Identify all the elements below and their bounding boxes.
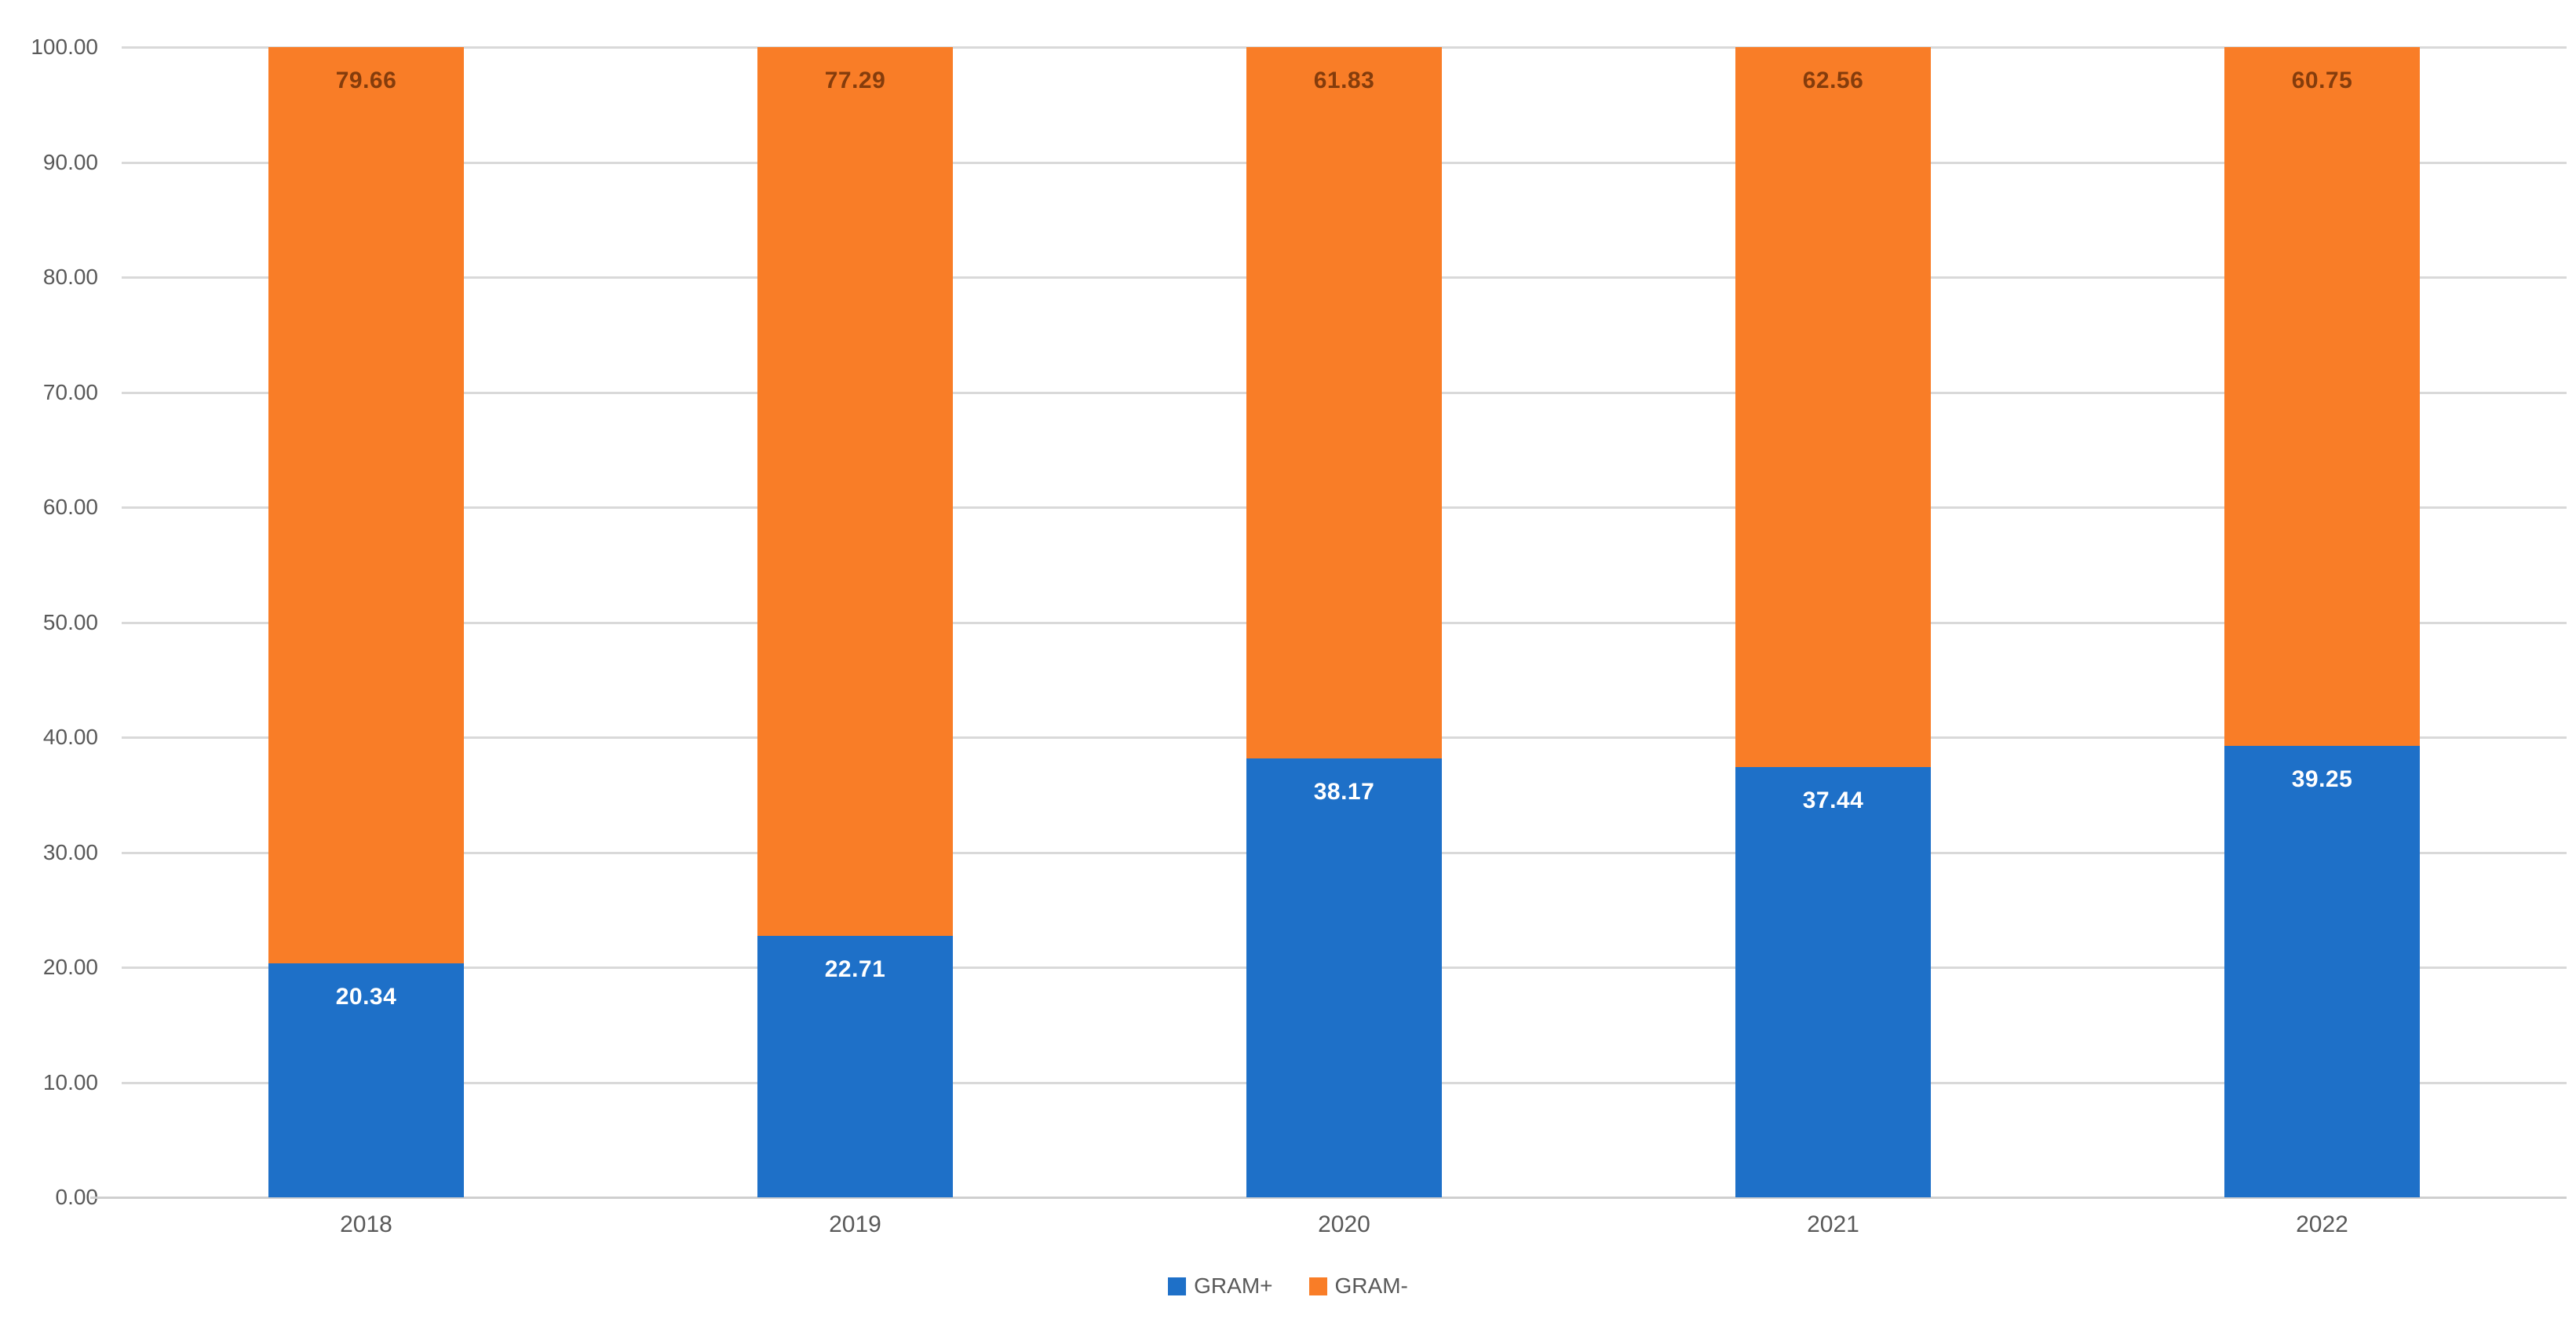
bar-group-2021: 62.56 37.44 <box>1589 47 2078 1197</box>
data-label-gramplus-2020: 38.17 <box>1313 778 1375 805</box>
bar-2019: 77.29 22.71 <box>757 47 954 1197</box>
bar-segment-gramplus-2019: 22.71 <box>757 936 954 1197</box>
legend-item-gramplus: GRAM+ <box>1168 1273 1273 1299</box>
x-axis-label-2022: 2022 <box>2296 1211 2348 1237</box>
y-axis-tick-label: 80.00 <box>42 265 98 289</box>
legend-swatch-gramplus <box>1168 1277 1187 1295</box>
y-axis-tick-label: 90.00 <box>42 149 98 174</box>
bar-group-2018: 79.66 20.34 <box>122 47 611 1197</box>
y-axis-tick-label: 100.00 <box>31 35 98 59</box>
y-axis: 100.00 90.00 80.00 70.00 60.00 50.00 40.00 30.0… <box>0 35 98 1209</box>
data-label-gramplus-2018: 20.34 <box>335 984 397 1010</box>
bar-2020: 61.83 38.17 <box>1246 47 1443 1197</box>
bar-group-2019: 77.29 22.71 <box>611 47 1100 1197</box>
y-axis-tick-label: 30.00 <box>42 839 98 864</box>
bar-group-2022: 60.75 39.25 <box>2078 47 2567 1197</box>
x-axis: 2018 2019 2020 2021 2022 <box>122 1211 2567 1238</box>
bar-segment-gramminus-2022: 60.75 <box>2224 47 2421 746</box>
data-label-gramplus-2019: 22.71 <box>824 956 886 983</box>
data-label-gramminus-2018: 79.66 <box>335 68 397 94</box>
y-axis-tick-label: 70.00 <box>42 379 98 404</box>
bar-group-2020: 61.83 38.17 <box>1100 47 1589 1197</box>
legend: GRAM+ GRAM- <box>0 1273 2576 1299</box>
x-axis-label-2020: 2020 <box>1318 1211 1370 1237</box>
data-label-gramminus-2020: 61.83 <box>1313 68 1375 94</box>
bar-segment-gramplus-2020: 38.17 <box>1246 758 1443 1197</box>
bars: 79.66 20.34 77.29 22.71 61.83 38.17 62.56 37.44… <box>122 47 2567 1197</box>
y-axis-tick-label: 50.00 <box>42 609 98 634</box>
bar-segment-gramplus-2021: 37.44 <box>1735 766 1932 1197</box>
y-axis-tick-label: 20.00 <box>42 955 98 979</box>
legend-label-gramminus: GRAM- <box>1334 1273 1408 1298</box>
x-axis-label-2018: 2018 <box>340 1211 392 1237</box>
data-label-gramminus-2022: 60.75 <box>2291 68 2353 94</box>
data-label-gramminus-2019: 77.29 <box>824 68 886 94</box>
bar-2021: 62.56 37.44 <box>1735 47 1932 1197</box>
bar-segment-gramminus-2018: 79.66 <box>268 47 465 964</box>
bar-segment-gramplus-2022: 39.25 <box>2224 746 2421 1197</box>
bar-2018: 79.66 20.34 <box>268 47 465 1197</box>
data-label-gramplus-2022: 39.25 <box>2291 766 2353 792</box>
plot-area: 79.66 20.34 77.29 22.71 61.83 38.17 62.56 37.44… <box>90 46 2567 1199</box>
y-axis-tick-label: 40.00 <box>42 725 98 749</box>
bar-2022: 60.75 39.25 <box>2224 47 2421 1197</box>
x-axis-label-2019: 2019 <box>829 1211 881 1237</box>
data-label-gramminus-2021: 62.56 <box>1802 68 1864 94</box>
gridline <box>90 1197 2567 1199</box>
data-label-gramplus-2021: 37.44 <box>1802 787 1864 813</box>
legend-label-gramplus: GRAM+ <box>1194 1273 1273 1298</box>
bar-segment-gramminus-2019: 77.29 <box>757 47 954 937</box>
y-axis-tick-label: 10.00 <box>42 1069 98 1094</box>
y-axis-tick-label: 60.00 <box>42 495 98 519</box>
bar-segment-gramminus-2021: 62.56 <box>1735 47 1932 767</box>
bar-segment-gramminus-2020: 61.83 <box>1246 47 1443 758</box>
x-axis-label-2021: 2021 <box>1807 1211 1859 1237</box>
legend-swatch-gramminus <box>1308 1277 1327 1295</box>
bar-segment-gramplus-2018: 20.34 <box>268 963 465 1197</box>
legend-item-gramminus: GRAM- <box>1308 1273 1408 1299</box>
